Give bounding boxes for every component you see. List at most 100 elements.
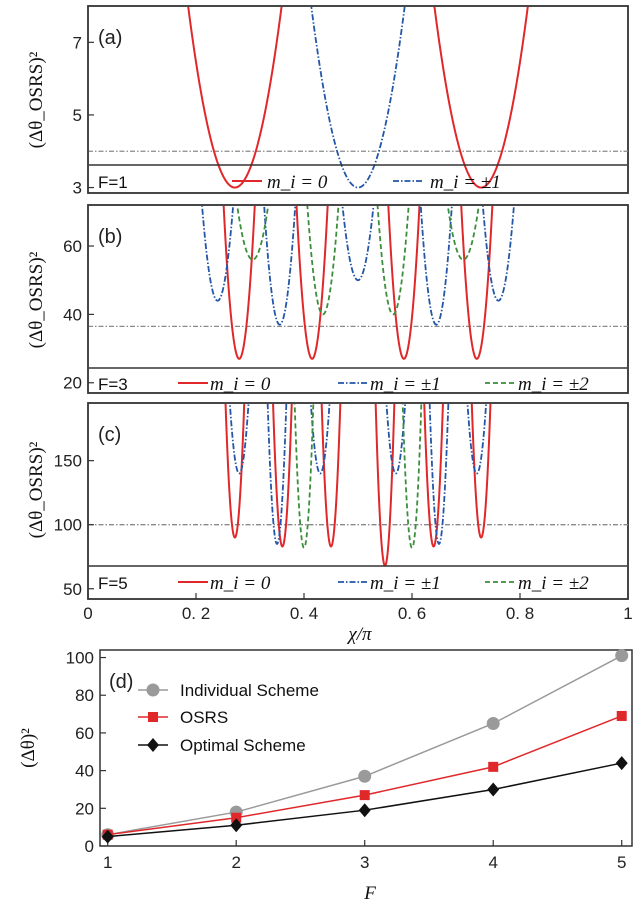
- panel-a-frame: [87, 5, 629, 194]
- panel-b-plot-area: [89, 206, 628, 360]
- panel-c-legend-m2: m_i = ±2: [518, 573, 589, 594]
- panel-d-y-axis-label: (Δθ)²: [18, 728, 39, 768]
- panel-c-y-axis-label: (Δθ_OSRS)²: [26, 441, 47, 538]
- panel-d-ticks: 0 20 40 60 80 100 1 2 3 4 5: [66, 649, 627, 872]
- series-curve: [481, 206, 515, 302]
- panel-a-legend-title: F=1: [98, 173, 128, 192]
- panel-c-x-ticks: 0 0. 2 0. 4 0. 6 0. 8 1: [83, 593, 633, 623]
- data-point: [101, 829, 114, 844]
- panel-d-legend: Individual Scheme OSRS Optimal Scheme: [138, 681, 319, 755]
- panel-a: 3 5 7 (a) F=1 m_i = 0 m_i = ±1 (Δθ_OSRS)²: [26, 5, 629, 198]
- x-tick-label: 1: [103, 853, 112, 872]
- panel-b-legend-m2: m_i = ±2: [518, 374, 589, 395]
- series-curve: [385, 404, 406, 475]
- panel-b-y-axis-label: (Δθ_OSRS)²: [26, 251, 47, 348]
- data-point: [358, 803, 371, 818]
- series-curve: [306, 206, 340, 316]
- series-curve: [236, 206, 270, 261]
- series-curve: [466, 404, 487, 475]
- panel-c-frame: [87, 402, 629, 600]
- panel-c-legend-m0: m_i = 0: [210, 573, 271, 594]
- y-tick-label: 40: [75, 762, 94, 781]
- panel-c: 50 100 150 0 0. 2 0. 4 0. 6 0. 8 1 (c) F=5 m_i …: [26, 402, 633, 645]
- y-tick-label: 7: [73, 33, 82, 52]
- panel-c-plot-area: [89, 404, 628, 567]
- data-point: [230, 818, 243, 833]
- series-curve: [272, 404, 293, 548]
- series-curve: [446, 206, 480, 261]
- series-curve: [419, 206, 453, 326]
- panel-c-y-ticks: 50 100 150: [54, 452, 94, 599]
- panel-a-legend-m1: m_i = ±1: [430, 172, 501, 193]
- y-tick-label: 20: [63, 374, 82, 393]
- series-curve: [423, 404, 444, 548]
- x-tick-label: 2: [231, 853, 240, 872]
- panel-a-y-axis-label: (Δθ_OSRS)²: [26, 51, 47, 148]
- x-tick-label: 0. 8: [506, 604, 534, 623]
- series-curve: [201, 206, 235, 302]
- panel-a-label: (a): [98, 27, 122, 49]
- y-tick-label: 3: [73, 179, 82, 198]
- data-point: [147, 738, 159, 752]
- data-point: [488, 761, 499, 772]
- panel-c-label: (c): [98, 424, 121, 446]
- panel-a-plot-area: [89, 7, 628, 189]
- data-point: [615, 756, 628, 771]
- legend-label: Optimal Scheme: [180, 736, 306, 755]
- panel-c-x-axis-label: χ/π: [346, 624, 372, 645]
- panel-b-legend-m0: m_i = 0: [210, 374, 271, 395]
- data-point: [358, 769, 372, 783]
- x-tick-label: 5: [617, 853, 626, 872]
- panel-d-frame: [99, 649, 633, 847]
- y-tick-label: 20: [75, 799, 94, 818]
- data-point: [148, 712, 158, 722]
- series-curve: [376, 206, 410, 316]
- y-tick-label: 100: [54, 516, 82, 535]
- series-curve: [295, 206, 329, 360]
- series-curve: [310, 404, 331, 475]
- data-point: [615, 649, 629, 663]
- series-curve: [428, 404, 450, 545]
- series-curve: [470, 404, 492, 539]
- panel-a-y-ticks: 3 5 7: [73, 33, 94, 198]
- series-curve: [263, 206, 297, 326]
- panel-c-legend-title: F=5: [98, 574, 128, 593]
- series-curve: [401, 404, 423, 549]
- legend-label: OSRS: [180, 708, 228, 727]
- panel-b-frame: [87, 204, 629, 394]
- series-curve: [460, 206, 494, 360]
- data-point: [616, 710, 627, 721]
- x-tick-label: 0. 2: [182, 604, 210, 623]
- x-tick-label: 0. 4: [290, 604, 318, 623]
- series-curve: [374, 404, 396, 567]
- panel-b-legend-title: F=3: [98, 375, 128, 394]
- y-tick-label: 60: [63, 237, 82, 256]
- series-curve: [224, 404, 246, 539]
- data-point: [487, 782, 500, 797]
- panel-c-legend-m1: m_i = ±1: [370, 573, 441, 594]
- y-tick-label: 40: [63, 305, 82, 324]
- y-tick-label: 0: [85, 837, 94, 856]
- x-tick-label: 1: [623, 604, 632, 623]
- series-curve: [293, 404, 315, 549]
- panel-b: 20 40 60 (b) F=3 m_i = 0 m_i = ±1 m_i = ±2…: [26, 204, 629, 395]
- y-tick-label: 60: [75, 724, 94, 743]
- y-tick-label: 150: [54, 452, 82, 471]
- panel-d-plot-area: [101, 649, 629, 844]
- y-tick-label: 100: [66, 649, 94, 668]
- data-point: [146, 683, 160, 697]
- panel-b-label: (b): [98, 226, 122, 248]
- series-curve: [266, 404, 288, 545]
- series-curve: [310, 7, 406, 189]
- data-point: [231, 812, 242, 823]
- data-point: [359, 790, 370, 801]
- series-curve: [222, 206, 256, 360]
- panel-d-label: (d): [109, 671, 133, 693]
- series-curve: [320, 404, 342, 548]
- y-tick-label: 5: [73, 106, 82, 125]
- series-curve: [341, 206, 375, 282]
- y-tick-label: 80: [75, 686, 94, 705]
- panel-d: 0 20 40 60 80 100 1 2 3 4 5 (d) Individual Scheme O…: [18, 649, 633, 904]
- x-tick-label: 3: [360, 853, 369, 872]
